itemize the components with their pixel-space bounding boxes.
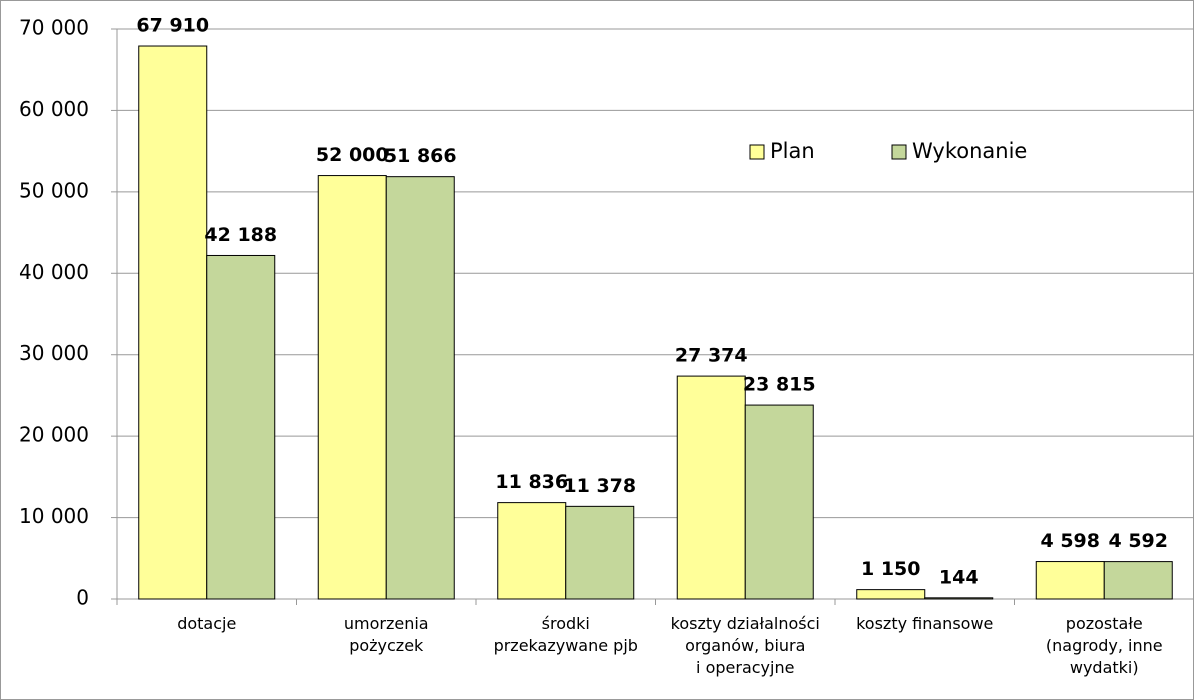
bar: [385, 176, 455, 600]
y-tick-label: 60 000: [19, 97, 89, 121]
bar: [138, 45, 208, 600]
legend-label: Plan: [770, 139, 815, 163]
bar: [565, 505, 635, 600]
data-label: 11 378: [563, 475, 636, 497]
bar: [676, 375, 746, 600]
data-label: 27 374: [675, 345, 748, 367]
x-tick-label: dotacje: [177, 614, 237, 633]
y-tick-label: 10 000: [19, 504, 89, 528]
bar: [497, 502, 567, 600]
x-tick-label: pozostałe (nagrody, inne wydatki): [1045, 614, 1163, 677]
y-tick-label: 30 000: [19, 341, 89, 365]
legend-swatch: [749, 144, 765, 160]
x-tick-label: koszty działalności organów, biura i ope…: [670, 614, 820, 677]
y-tick-label: 0: [76, 586, 89, 610]
data-label: 144: [939, 566, 979, 588]
data-label: 11 836: [495, 471, 568, 493]
data-label: 52 000: [316, 144, 389, 166]
bar: [206, 254, 276, 600]
bar: [1035, 561, 1105, 600]
bar: [924, 597, 994, 600]
bar: [317, 175, 387, 600]
data-label: 23 815: [743, 374, 816, 396]
y-tick-label: 40 000: [19, 260, 89, 284]
x-tick-label: koszty finansowe: [856, 614, 994, 633]
x-tick-label: umorzenia pożyczek: [343, 614, 429, 655]
legend-label: Wykonanie: [912, 139, 1027, 163]
data-label: 51 866: [384, 145, 457, 167]
bar: [856, 589, 926, 600]
y-tick-label: 50 000: [19, 178, 89, 202]
data-label: 4 598: [1041, 530, 1101, 552]
data-label: 1 150: [861, 558, 921, 580]
data-label: 67 910: [136, 15, 209, 37]
y-tick-label: 70 000: [19, 16, 89, 40]
x-tick-label: środki przekazywane pjb: [493, 614, 638, 655]
legend-swatch: [891, 144, 907, 160]
data-label: 42 188: [204, 224, 277, 246]
bar: [1103, 561, 1173, 600]
data-label: 4 592: [1109, 530, 1169, 552]
bar: [744, 404, 814, 600]
y-tick-label: 20 000: [19, 423, 89, 447]
